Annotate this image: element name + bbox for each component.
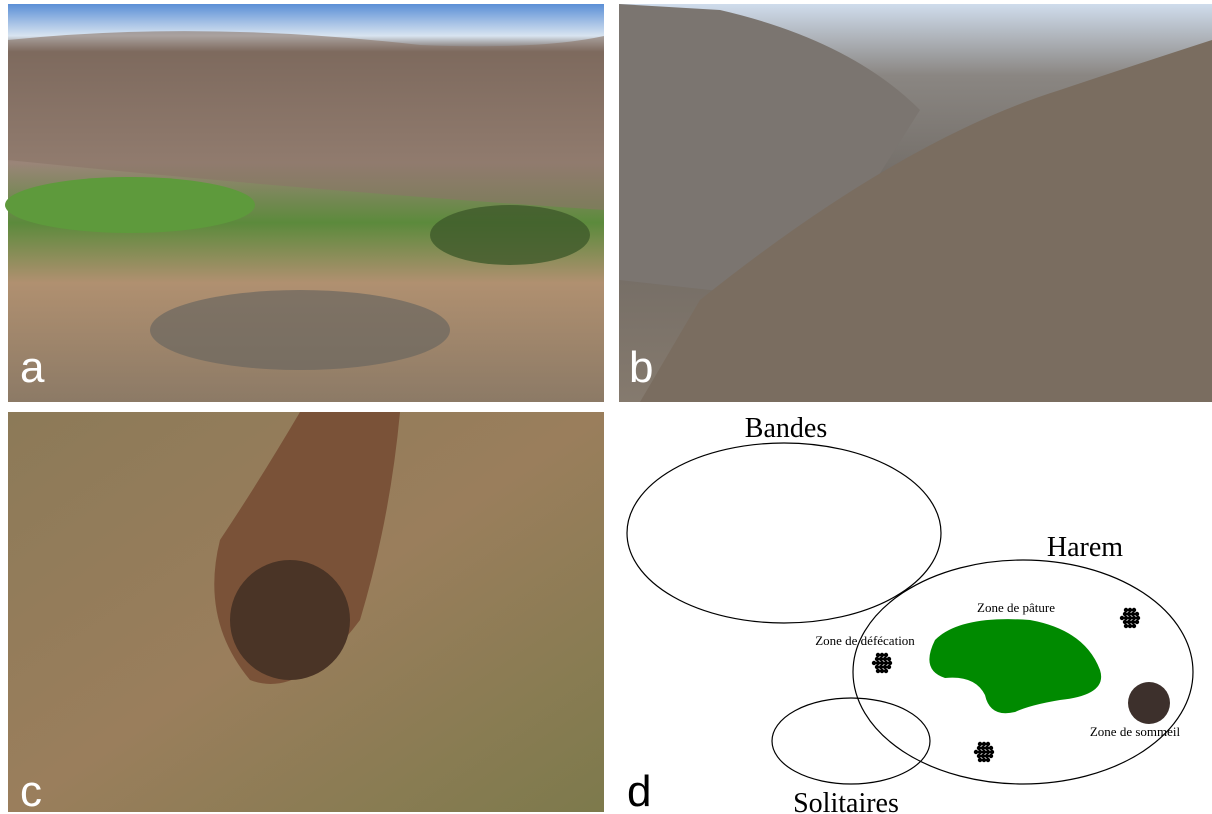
dung-pellet	[974, 750, 978, 754]
dung-pellet	[981, 754, 985, 758]
dung-pellet	[887, 657, 891, 661]
dung-pellet	[1120, 616, 1124, 620]
dung-pellet	[1127, 612, 1131, 616]
dung-pellet	[978, 750, 982, 754]
dung-pellet	[876, 669, 880, 673]
dung-pellet	[986, 742, 990, 746]
dung-pellet	[1132, 608, 1136, 612]
dung-pellet	[1124, 608, 1128, 612]
photo-c	[8, 412, 604, 812]
dung-pellet	[1135, 620, 1139, 624]
dung-pellet	[1124, 616, 1128, 620]
dung-pellet	[986, 750, 990, 754]
dung-pellet	[875, 657, 879, 661]
dung-pellet	[883, 657, 887, 661]
dung-pellet	[880, 669, 884, 673]
dung-pellet	[1124, 624, 1128, 628]
dung-pellet	[872, 661, 876, 665]
grass-patch	[5, 177, 255, 233]
dung-pellet	[985, 746, 989, 750]
dung-pellet	[1123, 620, 1127, 624]
dung-pellet	[1132, 616, 1136, 620]
dung-pile	[1120, 608, 1140, 628]
shrub	[430, 205, 590, 265]
photo-b	[619, 4, 1212, 402]
dung-pellet	[1128, 616, 1132, 620]
group-label: Bandes	[745, 413, 827, 444]
dung-pellet	[977, 746, 981, 750]
group-label: Solitaires	[793, 788, 899, 814]
dung-pellet	[1131, 620, 1135, 624]
dung-pellet	[879, 665, 883, 669]
grazing-zone	[929, 619, 1101, 713]
dung-pellet	[887, 665, 891, 669]
zone-label: Zone de pâture	[977, 600, 1055, 615]
zone-label: Zone de défécation	[815, 633, 915, 648]
figure: a b c d Bandes Harem Solitaires Zone de …	[0, 0, 1212, 814]
dung-pellet	[982, 742, 986, 746]
dung-pellet	[986, 758, 990, 762]
dung-pellet	[879, 657, 883, 661]
sleeping-zone	[1128, 682, 1170, 724]
panel-label: c	[20, 767, 42, 814]
wallow-hole	[230, 560, 350, 680]
dung-pellet	[1128, 608, 1132, 612]
dung-pellet	[888, 661, 892, 665]
dung-pellet	[978, 758, 982, 762]
dung-pellet	[884, 661, 888, 665]
dung-area	[150, 290, 450, 370]
dung-pellet	[1132, 624, 1136, 628]
dung-pellet	[883, 665, 887, 669]
panel-label: a	[20, 343, 45, 392]
dung-pellet	[1136, 616, 1140, 620]
group-ellipse	[772, 698, 930, 784]
dung-pellet	[1127, 620, 1131, 624]
dung-pellet	[1123, 612, 1127, 616]
dung-pellet	[884, 653, 888, 657]
dung-pellet	[982, 758, 986, 762]
dung-pellet	[880, 653, 884, 657]
dung-pile	[872, 653, 892, 673]
dung-pellet	[876, 653, 880, 657]
zone-label: Zone de sommeil	[1090, 724, 1181, 739]
dung-pellet	[985, 754, 989, 758]
dung-pellet	[981, 746, 985, 750]
dung-pile	[974, 742, 994, 762]
dung-pellet	[977, 754, 981, 758]
dung-pellet	[876, 661, 880, 665]
dung-pellet	[880, 661, 884, 665]
dung-pellet	[884, 669, 888, 673]
group-ellipse	[627, 443, 941, 623]
dung-pellet	[982, 750, 986, 754]
dung-pellet	[989, 746, 993, 750]
panel-label: d	[627, 767, 651, 814]
dung-pellet	[989, 754, 993, 758]
dung-pellet	[978, 742, 982, 746]
dung-pellet	[1135, 612, 1139, 616]
panel-label: b	[629, 343, 653, 392]
group-label: Harem	[1047, 532, 1123, 563]
photo-a	[5, 4, 604, 402]
dung-pellet	[990, 750, 994, 754]
dung-pellet	[1128, 624, 1132, 628]
dung-pellet	[1131, 612, 1135, 616]
dung-pellet	[875, 665, 879, 669]
